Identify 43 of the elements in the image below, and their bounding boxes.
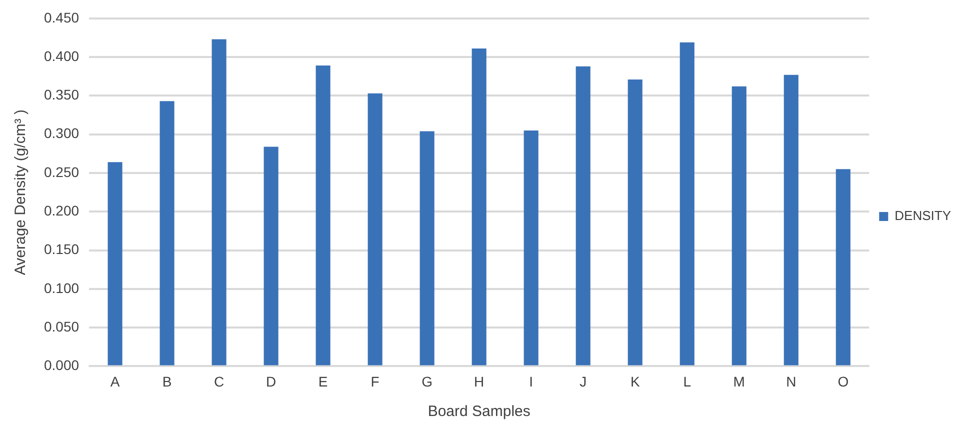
bar — [576, 66, 590, 366]
y-tick-label: 0.050 — [44, 318, 80, 334]
y-tick-label: 0.200 — [44, 202, 80, 218]
x-axis-title: Board Samples — [428, 403, 530, 420]
x-tick-label: G — [422, 373, 433, 390]
x-tick-label: E — [318, 373, 328, 390]
bar — [472, 48, 486, 366]
bar — [784, 74, 798, 366]
bar — [628, 79, 642, 366]
y-tick-label: 0.100 — [44, 280, 80, 296]
y-tick-label: 0.250 — [44, 164, 80, 180]
y-axis-title: Average Density (g/cm³ ) — [12, 109, 30, 276]
bar — [836, 169, 850, 366]
x-tick-label: L — [683, 373, 692, 390]
bar — [368, 93, 382, 366]
y-tick-label: 0.400 — [44, 48, 80, 64]
x-tick-label: I — [529, 373, 534, 390]
y-tick-label: 0.000 — [44, 357, 80, 374]
y-tick-label: 0.300 — [44, 125, 80, 142]
x-tick-label: K — [630, 373, 640, 390]
bar — [524, 130, 538, 366]
x-tick-label: C — [214, 373, 224, 390]
x-tick-label: J — [580, 373, 587, 390]
x-tick-label: A — [110, 373, 120, 390]
x-tick-label: N — [786, 373, 796, 390]
x-tick-label: M — [733, 373, 745, 390]
y-tick-label: 0.350 — [44, 86, 80, 103]
x-tick-label: O — [838, 373, 849, 390]
bar — [212, 39, 226, 366]
x-tick-label: D — [266, 373, 276, 390]
x-tick-label: F — [370, 373, 380, 390]
bar — [316, 66, 330, 366]
legend-label: DENSITY — [894, 208, 952, 224]
y-tick-label: 0.150 — [44, 241, 80, 258]
y-tick-label: 0.450 — [44, 9, 80, 26]
bar — [160, 101, 174, 366]
bar — [680, 42, 694, 366]
x-tick-label: H — [474, 373, 484, 390]
bar — [420, 131, 434, 366]
x-tick-label: B — [162, 373, 172, 390]
bar — [108, 162, 122, 366]
bar — [264, 146, 278, 366]
bar — [732, 86, 746, 366]
